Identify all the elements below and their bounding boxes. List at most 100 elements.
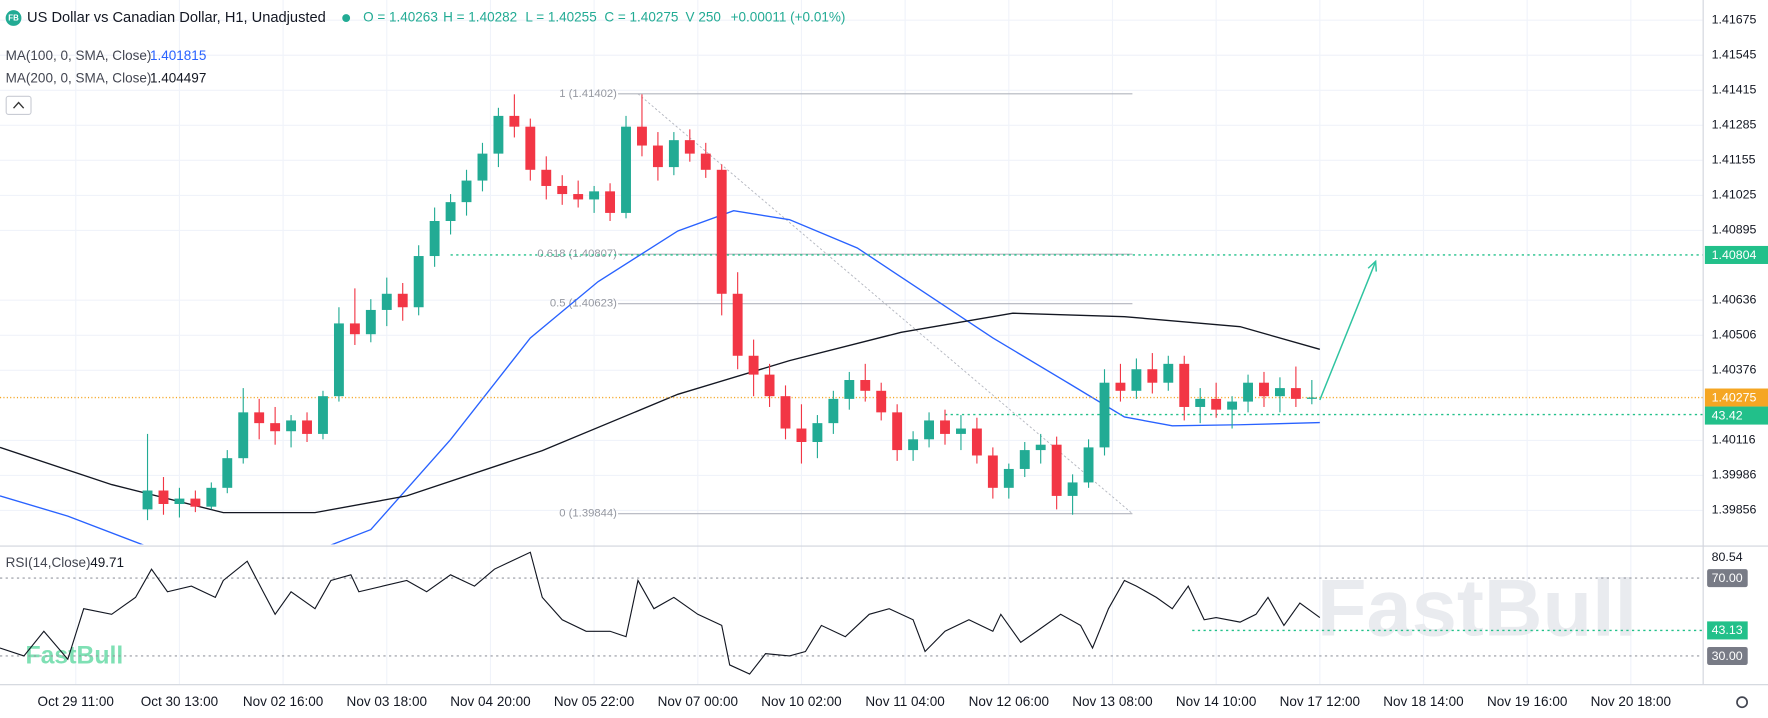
x-tick-label: Nov 12 06:00 (969, 694, 1049, 709)
candle-body (732, 293, 743, 356)
candle-body (1067, 482, 1078, 496)
candle-body (892, 412, 903, 451)
candle-body (1163, 363, 1174, 383)
candle-body (318, 396, 328, 434)
candle-body (158, 490, 169, 504)
candle-body (940, 420, 950, 434)
candle-body (573, 194, 584, 200)
candle-body (509, 115, 520, 127)
candle-body (1227, 401, 1238, 410)
target-price-label: 1.40804 (1712, 248, 1757, 262)
ohlc-item: V 250 (686, 10, 721, 25)
y-tick-label: 1.41415 (1712, 83, 1757, 97)
candle-body (541, 169, 552, 186)
rsi-signal-label: 43.13 (1712, 623, 1743, 637)
rsi-signal-label-bg (1707, 621, 1748, 640)
ohlc-item: O = 1.40263 (363, 10, 438, 25)
candle-body (828, 398, 839, 424)
last-price-label-bg (1704, 388, 1768, 407)
x-tick-label: Nov 17 12:00 (1280, 694, 1360, 709)
candle-body (222, 458, 233, 488)
logo: FB (8, 14, 19, 23)
y-tick-label: 1.41545 (1712, 48, 1757, 62)
candle-body (397, 293, 408, 308)
candle-body (1306, 397, 1317, 399)
x-tick-label: Nov 18 14:00 (1383, 694, 1463, 709)
main-pane: 1 (1.41402) 0.618 (1.40807) 0.5 (1.40623) 0… (0, 88, 1703, 545)
candle-body (302, 420, 312, 434)
candle-body (908, 439, 919, 451)
y-tick-label: 1.39856 (1712, 503, 1757, 517)
fib-label: 1 (1.41402) (559, 88, 617, 100)
candle-body (1290, 388, 1301, 399)
candle-body (1195, 398, 1206, 407)
candle-body (413, 256, 424, 308)
ohlc-item: +0.00011 (+0.01%) (731, 10, 846, 25)
candle-body (971, 428, 982, 456)
collapse-button[interactable] (5, 95, 32, 115)
indicator-value: 1.401815 (150, 48, 206, 63)
candle-body (621, 126, 631, 213)
settings-icon[interactable] (1736, 696, 1748, 709)
candle-body (876, 390, 887, 413)
countdown-label-bg (1704, 406, 1768, 425)
status-dot (342, 14, 351, 22)
candle-body (1115, 382, 1126, 391)
x-tick-label: Nov 14 10:00 (1176, 694, 1256, 709)
x-tick-label: Nov 02 16:00 (243, 694, 323, 709)
candle-body (286, 420, 297, 432)
candle-body (1099, 382, 1110, 448)
x-tick-label: Nov 20 18:00 (1591, 694, 1671, 709)
candle-body (477, 153, 488, 181)
candle-body (142, 490, 153, 510)
candle-body (796, 428, 807, 443)
x-tick-label: Nov 07 00:00 (658, 694, 738, 709)
candle-body (525, 126, 536, 170)
rsi-last: 49.71 (90, 555, 124, 570)
collapse-icon (13, 101, 25, 109)
ohlc-item: C = 1.40275 (604, 10, 678, 25)
candle-body (956, 428, 966, 434)
ohlc-item: L = 1.40255 (525, 10, 596, 25)
ohlc-legend: O = 1.40263 H = 1.40282 L = 1.40255 C = 1.4… (363, 10, 845, 25)
candle-body (924, 420, 934, 440)
candle-body (844, 380, 855, 399)
candle-body (780, 396, 791, 429)
y-tick-label: 1.40116 (1712, 433, 1756, 447)
y-tick-label: 1.41675 (1712, 12, 1757, 26)
candle-body (1243, 382, 1253, 402)
x-tick-label: Nov 05 22:00 (554, 694, 634, 709)
candle-body (461, 180, 472, 203)
candle-body (668, 140, 679, 168)
candle-body (1083, 447, 1094, 483)
candle-body (429, 221, 440, 257)
moving-average-line (0, 210, 1320, 545)
rsi-tick-label: 80.54 (1712, 550, 1743, 564)
candle-body (637, 126, 647, 146)
y-tick-label: 1.40506 (1712, 328, 1757, 342)
candle-body (764, 374, 775, 397)
candle-body (652, 145, 663, 168)
x-tick-label: Nov 04 20:00 (450, 694, 530, 709)
target-price-label-bg (1704, 245, 1768, 264)
rsi-pane (0, 551, 1703, 675)
candle-body (557, 185, 568, 195)
candle-body (987, 455, 998, 488)
y-tick-label: 1.39986 (1712, 468, 1757, 482)
candle-body (1147, 369, 1158, 383)
fib-label: 0 (1.39844) (559, 508, 617, 520)
candle-body (748, 355, 759, 375)
y-tick-label: 1.41285 (1712, 118, 1757, 132)
candle-body (254, 412, 265, 424)
candle-body (238, 412, 249, 459)
x-tick-label: Oct 30 13:00 (141, 694, 218, 709)
candle-body (174, 498, 185, 504)
arrow-line (1319, 261, 1377, 401)
candle-body (812, 423, 823, 443)
candle-body (1274, 388, 1285, 397)
candle-body (493, 115, 504, 154)
candle-body (381, 293, 392, 310)
fib-label: 0.5 (1.40623) (550, 298, 617, 310)
axes: Oct 29 11:00 Oct 30 13:00 Nov 02 16:00 Nov … (38, 12, 1768, 709)
